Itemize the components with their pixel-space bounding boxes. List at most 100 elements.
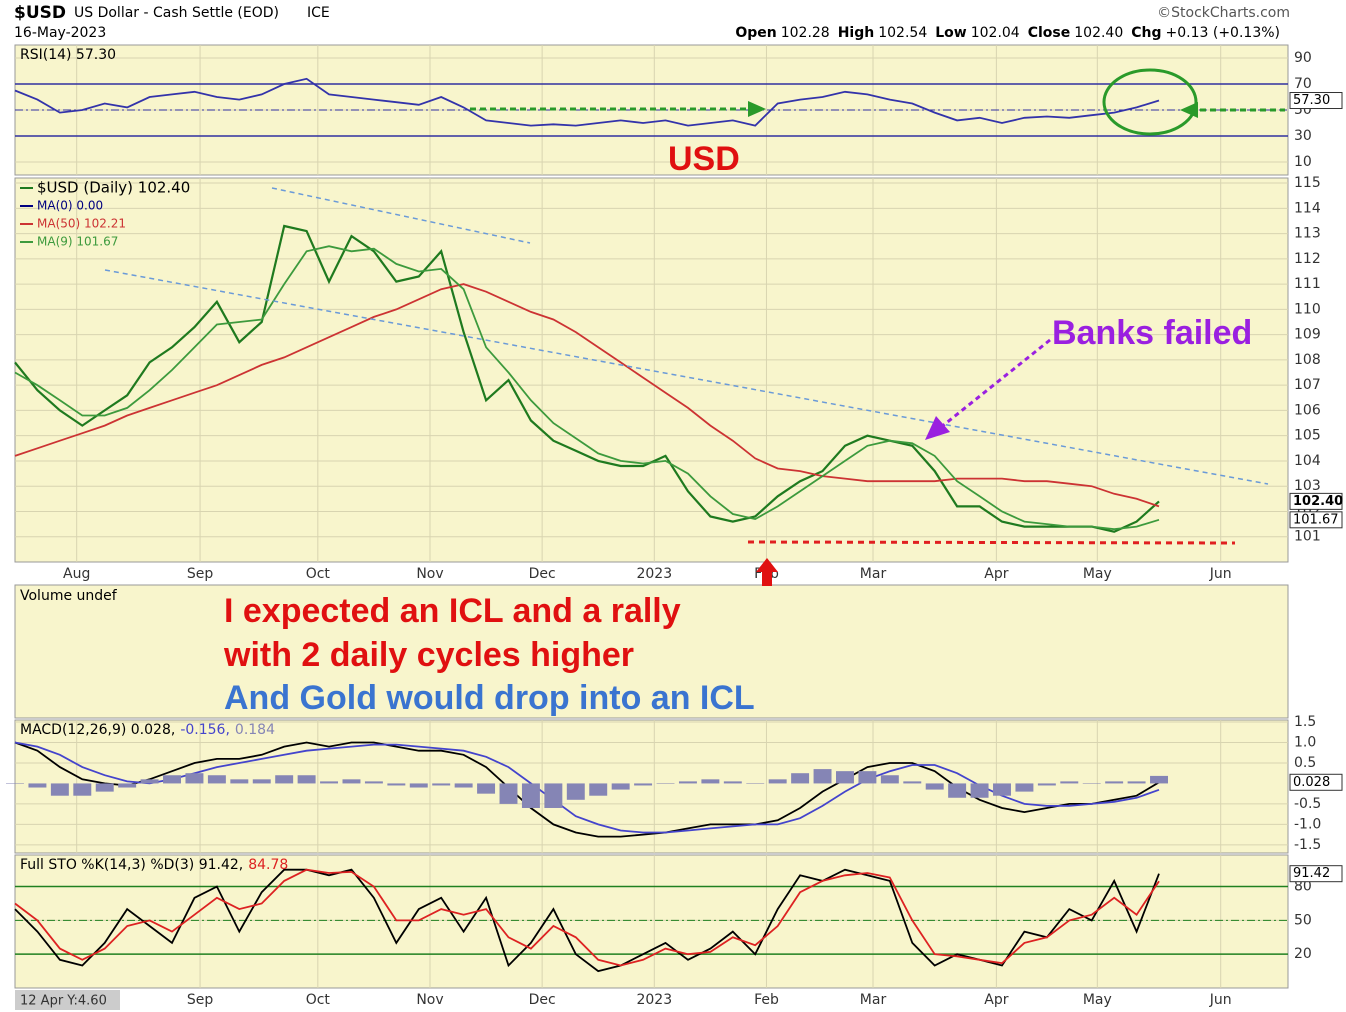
source: ©StockCharts.com bbox=[1157, 5, 1290, 21]
panels: 10 30 50 70 90 RSI(14) 57.30 57.30 Aug Sep Oct Nov… bbox=[6, 44, 1343, 1008]
x-tick-label: Mar bbox=[860, 566, 887, 582]
histogram-bar bbox=[746, 783, 765, 784]
histogram-bar bbox=[589, 783, 608, 796]
histogram-bar bbox=[432, 783, 451, 786]
quote-part: 102.40 bbox=[1074, 25, 1123, 41]
y-tick-label: 115 bbox=[1294, 175, 1321, 191]
legend-entry: MACD(12,26,9) 0.028, bbox=[20, 722, 175, 738]
trend-line bbox=[104, 269, 1269, 485]
histogram-bar bbox=[297, 775, 316, 784]
purple-arrow bbox=[939, 338, 1051, 430]
y-tick-label: -1.0 bbox=[1294, 816, 1321, 832]
y-tick-label: 106 bbox=[1294, 402, 1321, 418]
histogram-bar bbox=[970, 783, 989, 798]
legend: MACD(12,26,9) 0.028, -0.156, 0.184 bbox=[20, 722, 275, 738]
y-tick-label: 112 bbox=[1294, 251, 1321, 267]
instrument-name: US Dollar - Cash Settle (EOD) bbox=[74, 5, 279, 21]
x-tick-label: Sep bbox=[187, 992, 214, 1008]
y-tick-label: 101 bbox=[1294, 529, 1321, 545]
histogram-bar bbox=[723, 781, 742, 784]
y-tick-label: 90 bbox=[1294, 50, 1312, 66]
price-tag bbox=[1289, 511, 1343, 529]
support-line bbox=[747, 540, 1236, 545]
usd-annotation: USD bbox=[668, 140, 740, 178]
histogram-bar bbox=[1150, 775, 1168, 784]
x-tick-label: Sep bbox=[187, 566, 214, 582]
quote-part: +0.13 (+0.13%) bbox=[1166, 25, 1280, 41]
histogram-bar bbox=[656, 783, 675, 784]
price-tag bbox=[1289, 92, 1343, 110]
y-tick-label: -0.5 bbox=[1294, 796, 1321, 812]
histogram-bar bbox=[768, 779, 787, 784]
y-tick-label: 107 bbox=[1294, 377, 1321, 393]
y-tick-label: -1.5 bbox=[1294, 837, 1321, 853]
histogram-bar bbox=[948, 783, 967, 798]
green-arrowhead bbox=[748, 101, 766, 117]
x-tick-label: Feb bbox=[754, 992, 779, 1008]
histogram-bar bbox=[1060, 781, 1079, 784]
price-tag bbox=[1289, 492, 1343, 510]
series-line bbox=[14, 868, 1160, 973]
x-tick-label: Nov bbox=[416, 566, 443, 582]
y-tick-label: 30 bbox=[1294, 128, 1312, 144]
series-line bbox=[14, 741, 1160, 834]
legend-entry: MA(50) 102.21 bbox=[37, 217, 126, 231]
y-tick-label: 1.0 bbox=[1294, 735, 1316, 751]
y-tick-label: 50 bbox=[1294, 912, 1312, 928]
x-tick-label: Nov bbox=[416, 992, 443, 1008]
panel: Sep Oct Nov Dec 2023 Feb Mar Apr May Jun 20 50 80 Ful… bbox=[14, 854, 1343, 1008]
symbol: $USD bbox=[14, 3, 66, 23]
quote-part: High bbox=[838, 25, 875, 41]
histogram-bar bbox=[252, 779, 271, 784]
series-line bbox=[14, 283, 1160, 508]
histogram-bar bbox=[544, 783, 563, 808]
legend: RSI(14) 57.30 bbox=[20, 47, 116, 63]
histogram-bar bbox=[791, 773, 810, 784]
price-tag bbox=[1289, 865, 1343, 883]
legend-entry: RSI(14) 57.30 bbox=[20, 47, 116, 63]
volume-panel bbox=[14, 584, 1289, 719]
price-tag-label: 102.40 bbox=[1293, 494, 1343, 509]
histogram-bar bbox=[1082, 783, 1101, 784]
y-tick-label: 108 bbox=[1294, 352, 1321, 368]
legend-entry: 84.78 bbox=[248, 857, 288, 873]
x-tick-label: 2023 bbox=[636, 992, 672, 1008]
x-tick-label: May bbox=[1083, 566, 1112, 582]
histogram-bar bbox=[118, 783, 137, 788]
histogram-bar bbox=[634, 783, 653, 786]
price-tag-label: 101.67 bbox=[1293, 512, 1339, 527]
y-tick-label: 114 bbox=[1294, 200, 1321, 216]
purple-arrowhead bbox=[925, 416, 950, 440]
histogram-bar bbox=[1037, 783, 1056, 786]
histogram-bar bbox=[477, 783, 496, 794]
x-tick-label: Oct bbox=[306, 992, 331, 1008]
panel: AugSepOctNovDec2023FebMarAprMayJun101102… bbox=[14, 175, 1343, 582]
x-tick-label: Aug bbox=[63, 566, 90, 582]
series-line bbox=[14, 741, 1160, 838]
x-tick-label: Jun bbox=[1209, 992, 1232, 1008]
quote-part: Low bbox=[935, 25, 967, 41]
quote-part: Chg bbox=[1131, 25, 1161, 41]
histogram-bar bbox=[858, 771, 877, 784]
quote-part: 102.54 bbox=[878, 25, 927, 41]
histogram-bar bbox=[499, 783, 518, 804]
histogram-bar bbox=[230, 779, 249, 784]
histogram-bar bbox=[836, 771, 854, 784]
x-tick-label: Mar bbox=[860, 992, 887, 1008]
histogram-bar bbox=[275, 775, 294, 784]
price-tag-label: 91.42 bbox=[1293, 866, 1330, 881]
legend-entry: MA(0) 0.00 bbox=[37, 199, 103, 213]
quote-part: 102.28 bbox=[781, 25, 830, 41]
y-tick-label: 113 bbox=[1294, 226, 1321, 242]
y-tick-label: 0.5 bbox=[1294, 755, 1316, 771]
note-line: I expected an ICL and a rally bbox=[224, 592, 681, 630]
x-tick-label: Oct bbox=[306, 566, 331, 582]
quote-part: Open bbox=[735, 25, 776, 41]
price-tag-label: 57.30 bbox=[1293, 93, 1330, 108]
histogram-bar bbox=[140, 779, 159, 784]
panel-bg bbox=[14, 854, 1289, 989]
y-tick-label: 103 bbox=[1294, 478, 1321, 494]
exchange: ICE bbox=[307, 5, 330, 21]
x-tick-label: Dec bbox=[529, 992, 556, 1008]
